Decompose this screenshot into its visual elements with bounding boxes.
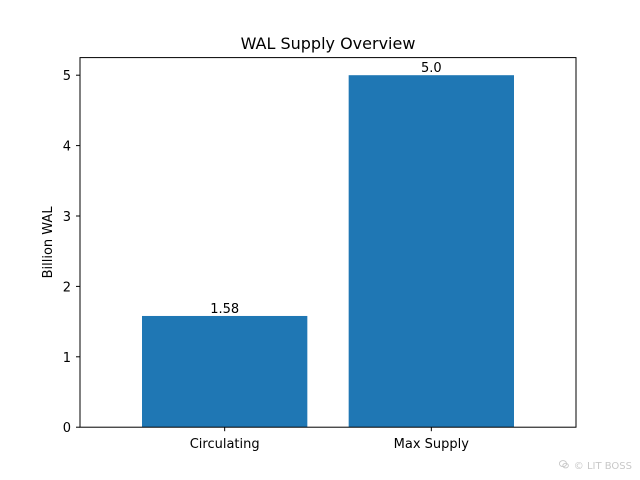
- y-tick-label: 4: [63, 140, 71, 155]
- wechat-icon: [558, 460, 569, 472]
- x-axis-ticks: Circulating Max Supply: [190, 427, 470, 452]
- bar-value-label: 1.58: [210, 302, 239, 317]
- watermark: © LIT BOSS: [558, 460, 632, 472]
- bar-circulating: [142, 315, 308, 428]
- y-tick-label: 1: [63, 351, 71, 366]
- bar-value-label: 5.0: [421, 61, 442, 76]
- x-tick-label: Circulating: [190, 437, 260, 452]
- y-tick-label: 5: [63, 69, 71, 84]
- bar-value-labels: 1.58 5.0: [210, 61, 441, 317]
- chart-title: WAL Supply Overview: [241, 34, 416, 53]
- watermark-symbol: ©: [573, 461, 584, 472]
- bar-max-supply: [348, 75, 514, 428]
- x-tick-label: Max Supply: [394, 437, 470, 452]
- y-axis-ticks: 0 1 2 3 4 5: [63, 69, 80, 436]
- plot-frame: [79, 57, 577, 428]
- bars: [142, 75, 514, 428]
- watermark-text: LIT BOSS: [586, 461, 632, 472]
- y-tick-label: 2: [63, 280, 71, 295]
- y-axis-title: Billion WAL: [41, 206, 56, 279]
- y-tick-label: 0: [63, 421, 71, 436]
- axes-frame: [79, 57, 577, 428]
- y-tick-label: 3: [63, 210, 71, 225]
